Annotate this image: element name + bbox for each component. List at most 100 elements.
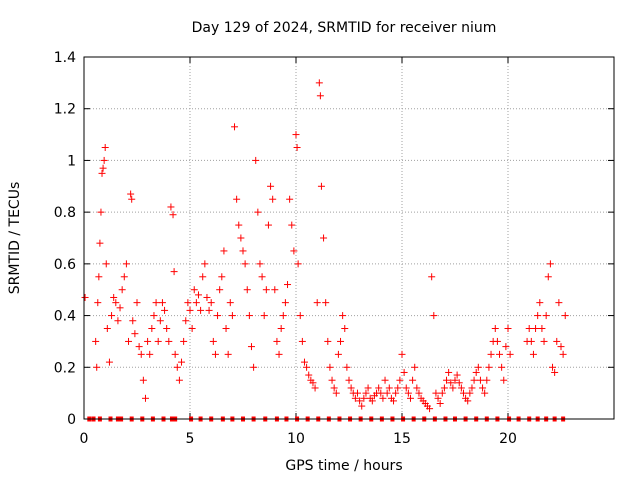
data-point	[455, 379, 463, 387]
data-point	[182, 317, 190, 325]
data-point	[434, 394, 442, 402]
data-point	[165, 337, 173, 345]
y-tick-label: 1.4	[54, 50, 76, 66]
data-point	[294, 260, 302, 268]
plot-frame	[83, 56, 615, 420]
data-point	[406, 394, 414, 402]
y-tick-label: 0	[67, 412, 76, 428]
data-point	[95, 273, 103, 281]
data-point	[481, 389, 489, 397]
data-point	[330, 384, 338, 392]
data-point	[284, 281, 292, 289]
data-point	[383, 389, 391, 397]
data-point	[290, 247, 298, 255]
data-point	[432, 389, 440, 397]
data-point	[426, 405, 434, 413]
data-point	[252, 156, 260, 164]
data-point	[549, 363, 557, 371]
data-point	[332, 389, 340, 397]
data-point	[555, 299, 563, 307]
data-point	[207, 299, 215, 307]
data-point	[557, 343, 565, 351]
y-tick-label: 0.2	[54, 360, 76, 376]
data-point	[453, 371, 461, 379]
data-point	[199, 273, 207, 281]
data-point	[360, 394, 368, 402]
data-point	[451, 376, 459, 384]
y-tick-label: 1.2	[54, 102, 76, 118]
data-point	[131, 330, 139, 338]
data-point	[129, 317, 137, 325]
data-point	[122, 260, 130, 268]
data-point	[243, 286, 251, 294]
data-point	[449, 384, 457, 392]
data-point	[209, 337, 217, 345]
data-point	[559, 350, 567, 358]
data-point	[141, 394, 149, 402]
x-tick-label: 10	[287, 431, 305, 447]
data-point	[464, 397, 472, 405]
data-point	[105, 358, 113, 366]
data-point	[237, 234, 245, 242]
data-point	[97, 208, 105, 216]
data-point	[93, 363, 101, 371]
data-point	[385, 384, 393, 392]
data-point	[245, 312, 253, 320]
data-point	[324, 337, 332, 345]
data-point	[506, 350, 514, 358]
chart-title: Day 129 of 2024, SRMTID for receiver niu…	[192, 20, 497, 36]
data-point	[381, 376, 389, 384]
data-point	[409, 376, 417, 384]
data-point	[120, 273, 128, 281]
data-point	[98, 169, 106, 177]
data-point	[218, 273, 226, 281]
data-point	[309, 379, 317, 387]
data-point	[203, 293, 211, 301]
data-point	[96, 239, 104, 247]
data-point	[101, 144, 109, 151]
data-point	[158, 299, 166, 307]
data-point	[468, 384, 476, 392]
data-point	[178, 358, 186, 366]
data-point	[504, 325, 512, 332]
axis-layer: 0 0.2 0.4 0.6 0.8 1 1.2 1.4 0 5 10 15 20	[54, 50, 614, 447]
data-point	[114, 317, 122, 325]
data-point	[298, 337, 306, 345]
y-axis-label: SRMTID / TECUs	[7, 182, 23, 295]
data-point	[536, 299, 544, 307]
data-point	[345, 376, 353, 384]
data-point	[277, 325, 285, 332]
data-point	[436, 399, 444, 407]
data-point	[150, 312, 158, 320]
data-point	[205, 306, 213, 314]
data-point	[334, 350, 342, 358]
y-tick-label: 0.4	[54, 309, 76, 325]
data-point	[343, 363, 351, 371]
data-point	[337, 337, 345, 345]
data-point	[235, 221, 243, 229]
data-point	[293, 144, 301, 151]
data-point	[250, 363, 258, 371]
data-point	[231, 123, 239, 131]
data-point	[311, 384, 319, 392]
data-point	[135, 343, 143, 351]
data-point	[502, 343, 510, 351]
data-point	[394, 384, 402, 392]
y-tick-label: 0.8	[54, 205, 76, 221]
data-point	[194, 291, 202, 299]
data-point	[169, 211, 177, 219]
data-point	[313, 299, 321, 307]
data-point	[303, 363, 311, 371]
data-point	[358, 402, 366, 410]
data-point	[152, 299, 160, 307]
data-point	[341, 325, 349, 332]
data-point	[108, 312, 116, 320]
data-point	[529, 350, 537, 358]
data-point	[125, 337, 133, 345]
data-point	[430, 312, 438, 320]
data-point	[377, 389, 385, 397]
data-point	[241, 260, 249, 268]
data-point	[184, 299, 192, 307]
data-point	[264, 221, 272, 229]
